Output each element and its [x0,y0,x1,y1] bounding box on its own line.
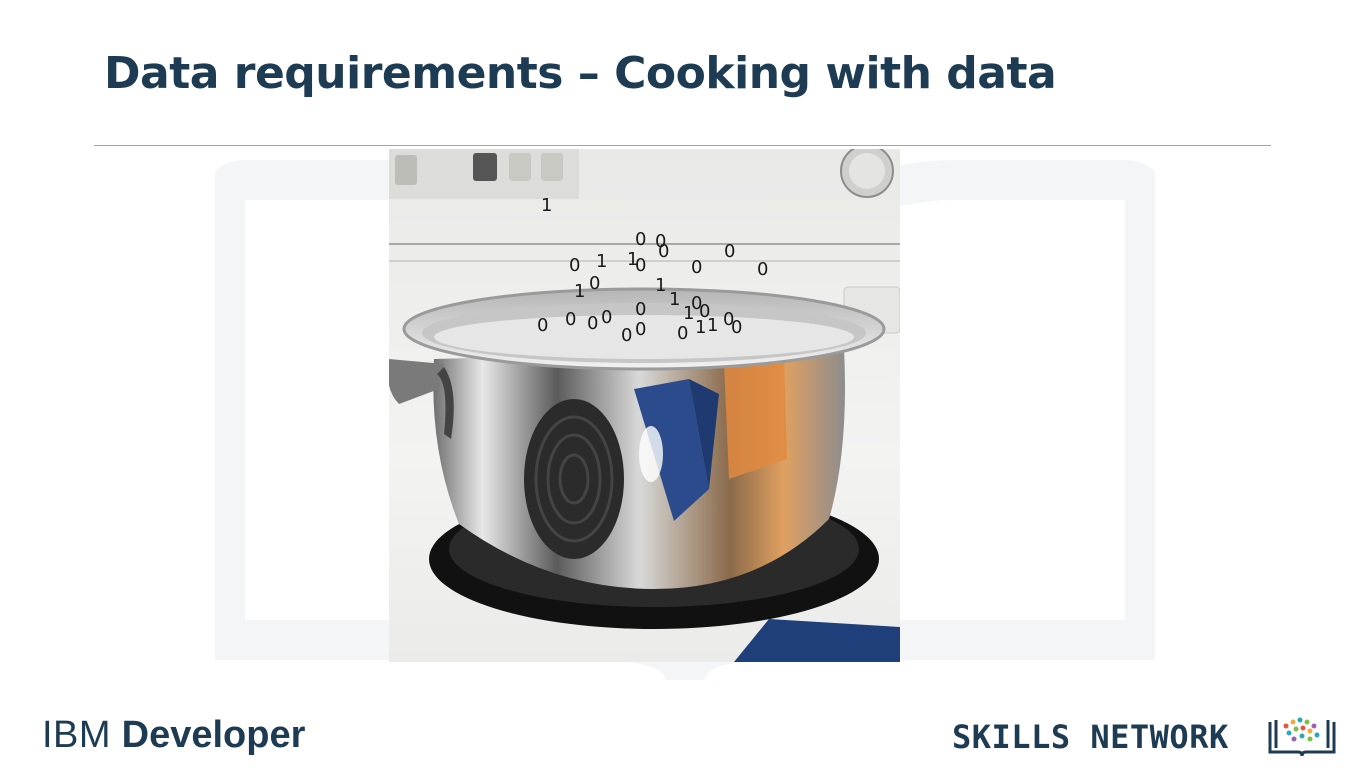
binary-digit: 0 [691,293,703,314]
binary-digit: 0 [635,229,647,250]
ibm-wordmark: IBM [42,714,112,756]
binary-digit: 0 [589,273,601,294]
binary-digit: 0 [691,257,703,278]
binary-digit: 1 [541,195,553,216]
cooking-pot-photo: 1 0 0 0 0 1 1 0 0 0 0 1 0 1 1 0 1 0 0 0 … [389,149,900,662]
binary-digit: 0 [621,325,633,346]
binary-digit: 0 [699,301,711,322]
binary-digit: 0 [565,309,577,330]
binary-digit: 1 [669,289,681,310]
binary-digit: 0 [731,317,743,338]
binary-digit: 0 [677,323,689,344]
binary-digit: 0 [537,315,549,336]
binary-digit: 0 [658,241,670,262]
binary-digit: 0 [635,299,647,320]
binary-digit: 1 [683,303,695,324]
binary-digit: 1 [695,317,707,338]
binary-digit: 1 [596,251,608,272]
binary-digit: 0 [587,313,599,334]
slide-title: Data requirements – Cooking with data [104,48,1057,99]
binary-digit: 1 [574,281,586,302]
pot-illustration [389,149,900,662]
binary-digit: 0 [655,231,667,252]
binary-digit: 0 [723,309,735,330]
ibm-developer-logo: IBM Developer [42,714,305,757]
binary-digit: 0 [635,319,647,340]
skills-network-book-icon [1268,717,1336,757]
binary-digit: 0 [635,255,647,276]
binary-digit: 1 [655,275,667,296]
developer-wordmark: Developer [121,714,306,756]
skills-network-wordmark: SKILLS NETWORK [952,718,1229,756]
binary-digit: 0 [569,255,581,276]
binary-digit: 1 [627,249,639,270]
binary-digit: 0 [601,307,613,328]
binary-digit: 1 [707,315,719,336]
binary-digit: 0 [757,259,769,280]
binary-digit: 0 [724,241,736,262]
title-divider [94,145,1271,146]
